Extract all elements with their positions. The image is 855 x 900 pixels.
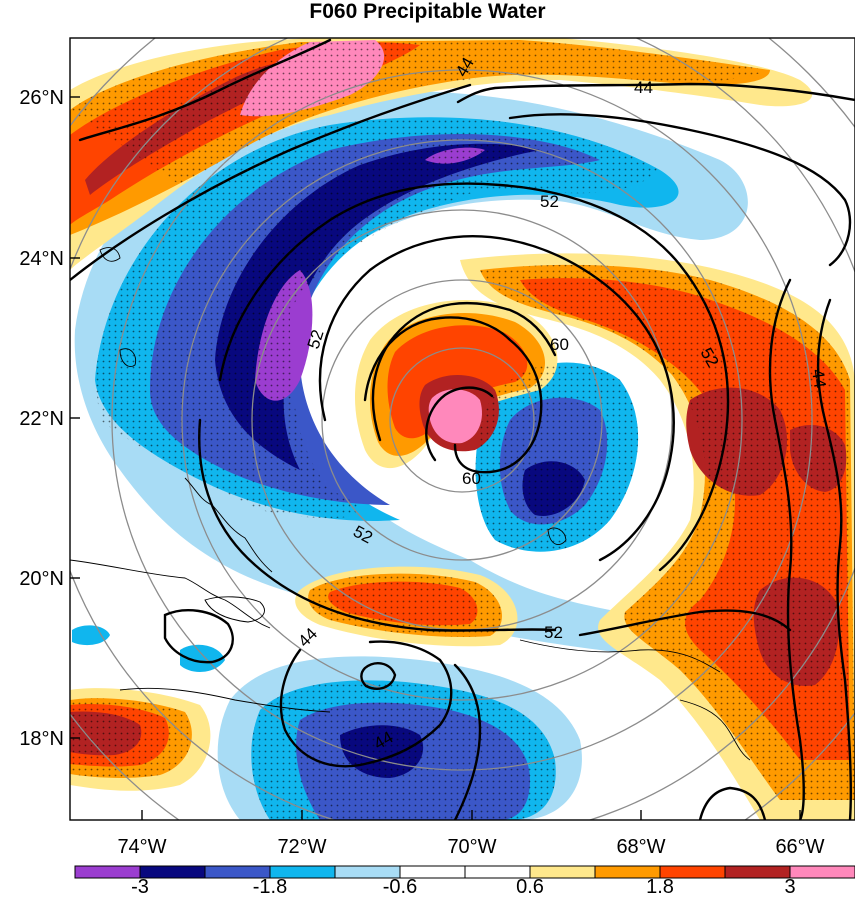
contour-label: 60 (462, 469, 481, 488)
lon-label: 66°W (775, 836, 824, 858)
colorbar-swatch (724, 865, 791, 879)
lat-label: 24°N (19, 248, 64, 270)
colorbar-label: 3 (784, 876, 795, 898)
contour-label: 52 (540, 192, 559, 211)
contour-label: 44 (808, 368, 829, 389)
latitude-axis: 26°N 24°N 22°N 20°N 18°N (19, 87, 80, 750)
plot-frame (69, 37, 855, 821)
contour-label: 60 (550, 335, 569, 354)
colorbar-swatch (789, 865, 855, 879)
map-title: F060 Precipitable Water (309, 0, 546, 23)
colorbar-label: 1.8 (646, 876, 674, 898)
lon-label: 74°W (117, 836, 166, 858)
colorbar-swatch (139, 865, 206, 879)
colorbar-label: -3 (131, 876, 149, 898)
longitude-axis: 74°W 72°W 70°W 68°W 66°W (117, 810, 825, 858)
lon-label: 70°W (447, 836, 496, 858)
contour-label: 44 (634, 78, 653, 97)
lat-label: 22°N (19, 408, 64, 430)
pw-contours (70, 38, 855, 820)
lon-label: 72°W (277, 836, 326, 858)
lat-label: 20°N (19, 568, 64, 590)
contour-label: 52 (544, 623, 563, 642)
coastlines (70, 247, 751, 761)
colorbar-swatches (74, 865, 855, 879)
lon-label: 68°W (616, 836, 665, 858)
colorbar-label: -1.8 (253, 876, 287, 898)
lat-label: 18°N (19, 728, 64, 750)
colorbar-label: 0.6 (516, 876, 544, 898)
colorbar: -3 -1.8 -0.6 0.6 1.8 3 (74, 865, 855, 898)
lat-label: 26°N (19, 87, 64, 109)
contour-label: 52 (304, 327, 328, 351)
colorbar-label: -0.6 (383, 876, 417, 898)
